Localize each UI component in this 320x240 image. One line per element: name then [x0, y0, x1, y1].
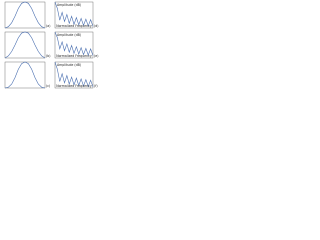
panel-label: (f)	[94, 84, 98, 88]
plot-frame	[54, 61, 94, 89]
line	[54, 1, 94, 27]
plot-frame	[4, 31, 46, 59]
axis-title: Amplitude (dB)	[57, 3, 81, 7]
line	[54, 61, 94, 88]
line	[4, 61, 46, 89]
panel-label: (d)	[94, 24, 99, 28]
panel-label: (e)	[94, 54, 98, 58]
x-axis-label: Normalized Frequency	[56, 54, 92, 58]
panel-label: (b)	[46, 54, 51, 58]
line	[54, 31, 94, 57]
axis-title: Amplitude (dB)	[57, 33, 81, 37]
panel-label: (a)	[46, 24, 50, 28]
plot-frame	[4, 61, 46, 89]
figure: (a) (d) Amplitude (dB) Normalized Frequency…	[4, 1, 99, 89]
x-axis-label: Normalized Frequency	[56, 24, 92, 28]
line	[4, 1, 46, 29]
line	[4, 31, 46, 59]
panel-label: (c)	[46, 84, 50, 88]
axis-title: Amplitude (dB)	[57, 63, 81, 67]
x-axis-label: Normalized Frequency	[56, 84, 92, 88]
plot-frame	[4, 1, 46, 29]
